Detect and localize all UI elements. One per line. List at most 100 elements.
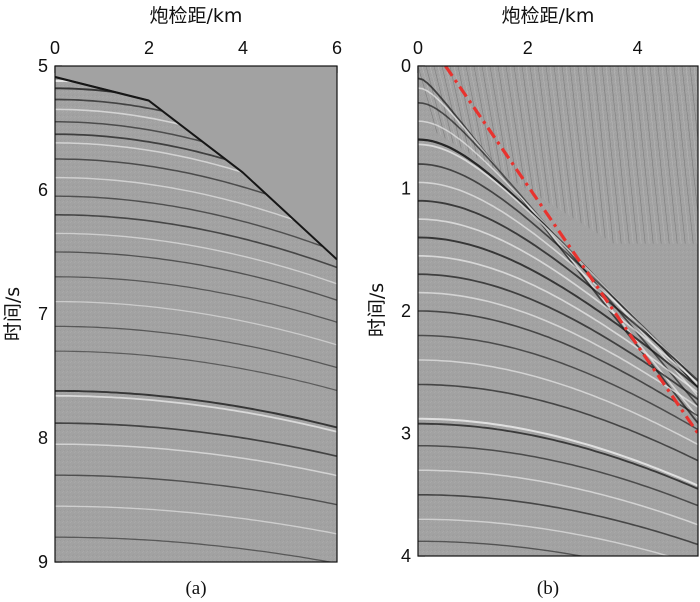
noise-line (517, 66, 538, 196)
noise-line (481, 66, 502, 174)
noise-line (493, 66, 514, 181)
noise-line (621, 66, 642, 244)
reflection-event (418, 199, 698, 381)
noise-line (545, 66, 566, 214)
reflection-event (418, 359, 698, 446)
reflection-event (418, 445, 698, 507)
noise-line (625, 66, 646, 244)
noise-line (557, 66, 578, 221)
noise-line (605, 66, 626, 244)
noise-line (489, 66, 510, 179)
y-tick-label: 2 (401, 301, 411, 321)
noise-line (649, 66, 670, 244)
reflection-event (55, 422, 337, 458)
noise-line (529, 66, 550, 204)
reflection-event (55, 394, 337, 433)
y-tick-label: 7 (38, 304, 48, 324)
panel-b-linear-noise (418, 66, 698, 244)
noise-line (505, 66, 526, 189)
reflection-event (55, 276, 337, 323)
x-tick-label: 0 (413, 38, 423, 58)
panel-b-x-axis-title: 炮检距/km (502, 5, 595, 27)
reflection-event (418, 255, 698, 394)
reflection-event (418, 236, 698, 388)
noise-line (449, 66, 470, 154)
noise-line (681, 66, 698, 217)
reflection-event (55, 232, 337, 285)
noise-line (637, 66, 658, 244)
y-tick-label: 5 (38, 56, 48, 76)
x-tick-label: 0 (50, 38, 60, 58)
noise-line (669, 66, 690, 244)
y-tick-label: 0 (401, 56, 411, 76)
reflection-event (418, 493, 698, 546)
panel-a: 炮检距/km 0 2 4 6 5 6 7 8 9 时间/s (a) (2, 5, 342, 599)
panel-a-frame (54, 65, 338, 563)
noise-line (541, 66, 562, 211)
reflection-event (418, 540, 585, 556)
noise-line (429, 66, 450, 141)
reflection-event (418, 469, 698, 526)
noise-line (501, 66, 522, 186)
reflection-event (418, 291, 698, 408)
noise-line (485, 66, 506, 176)
reflection-event (418, 518, 671, 556)
y-tick-label: 9 (38, 552, 48, 572)
noise-line (601, 66, 622, 244)
noise-line (585, 66, 606, 239)
noise-line (613, 66, 634, 244)
noise-line (629, 66, 650, 244)
noise-line (561, 66, 582, 224)
noise-line (645, 66, 666, 244)
panel-b-frame (417, 65, 699, 557)
noise-line (657, 66, 678, 244)
reflection-event (55, 389, 337, 429)
x-tick-label: 2 (523, 38, 533, 58)
x-tick-label: 6 (332, 38, 342, 58)
noise-line (641, 66, 662, 244)
noise-line (653, 66, 674, 244)
noise-line (533, 66, 554, 206)
noise-line (425, 66, 446, 139)
reflection-event (55, 474, 337, 506)
reflection-event (55, 536, 334, 562)
reflection-event (418, 181, 698, 381)
noise-line (521, 66, 542, 199)
panel-b-caption: (b) (537, 578, 559, 599)
reflection-event (55, 443, 337, 477)
reflection-event (418, 417, 698, 487)
noise-line (589, 66, 610, 241)
reflection-event (418, 218, 698, 384)
reflection-event (418, 310, 698, 417)
panel-a-y-axis-title: 时间/s (2, 287, 24, 341)
noise-line (573, 66, 594, 231)
first-arrival (55, 75, 337, 261)
noise-line (569, 66, 590, 229)
reflection-event (418, 273, 698, 401)
noise-line (677, 66, 698, 244)
reflection-event (55, 176, 337, 237)
noise-line (477, 66, 498, 171)
noise-line (689, 66, 698, 143)
x-tick-label: 2 (144, 38, 154, 58)
noise-line (577, 66, 598, 234)
y-tick-label: 6 (38, 180, 48, 200)
noise-line (581, 66, 602, 236)
panel-a-mute-zone (55, 66, 337, 259)
noise-line (509, 66, 530, 191)
panel-b-y-axis-title: 时间/s (366, 283, 388, 337)
reflection-event (55, 300, 337, 346)
reflection-event (418, 87, 698, 419)
x-tick-label: 4 (238, 38, 248, 58)
reflection-event (418, 422, 698, 490)
reflection-event (418, 383, 698, 462)
x-tick-label: 4 (633, 38, 643, 58)
noise-line (565, 66, 586, 226)
noise-line (633, 66, 654, 244)
noise-line (665, 66, 686, 244)
panel-b-reflection-events (418, 77, 698, 556)
reflection-event (55, 325, 337, 369)
noise-line (418, 66, 438, 134)
panel-a-x-axis-title: 炮检距/km (150, 5, 243, 27)
y-tick-label: 3 (401, 424, 411, 444)
